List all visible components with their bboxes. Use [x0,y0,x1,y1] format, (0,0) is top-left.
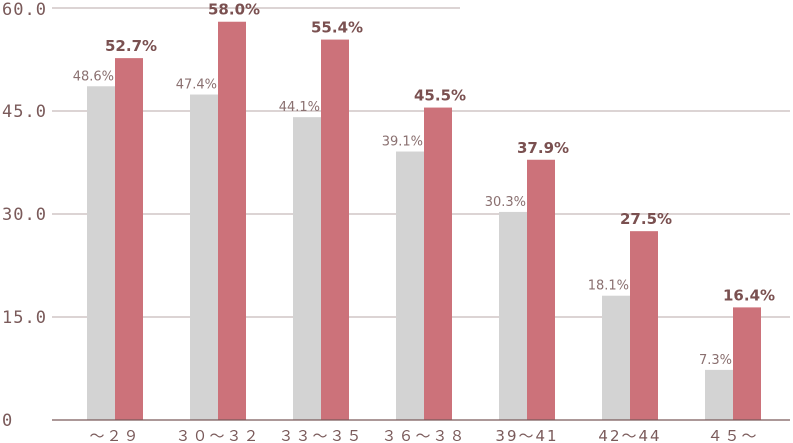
data-label-series-1: 48.6% [73,69,114,84]
x-tick-label: ３３～３５ [278,427,363,443]
data-label-series-2: 27.5% [620,210,672,228]
bar-series-2 [218,21,246,420]
x-tick-label: ３６～３８ [381,427,466,443]
data-label-series-2: 37.9% [517,139,569,157]
bar-series-1 [293,117,321,421]
bar-series-2 [321,39,349,420]
bar-series-2 [424,107,452,421]
data-label-series-1: 44.1% [279,100,320,115]
data-label-series-2: 55.4% [311,19,363,37]
bar-series-1 [499,211,527,420]
x-tick-label: ３０～３２ [175,427,260,443]
data-label-series-2: 45.5% [414,87,466,105]
bars [87,21,761,421]
data-label-series-2: 52.7% [105,37,157,55]
data-label-series-1: 7.3% [699,353,732,368]
y-tick-label: 0 [2,411,13,431]
data-label-series-2: 58.0% [208,1,260,19]
data-label-series-1: 47.4% [176,78,217,93]
bar-series-2 [733,307,761,420]
bar-series-1 [87,86,115,420]
y-tick-label: 60.0 [2,0,47,20]
data-labels: 48.6% 52.7% 47.4% 58.0% 44.1% 55.4% 39.1% 45.5%… [73,1,775,368]
bar-series-1 [602,295,630,420]
y-tick-label: 15.0 [2,308,47,328]
y-tick-label: 30.0 [2,205,47,225]
x-tick-label: ４５～ [707,427,758,443]
x-tick-label: ～２９ [89,427,140,443]
bar-series-2 [115,58,143,420]
x-axis: ～２９ ３０～３２ ３３～３５ ３６～３８ 39～41 42～44 ４５～ [52,419,790,443]
data-label-series-2: 16.4% [723,286,775,304]
data-label-series-1: 39.1% [382,135,423,150]
bar-series-1 [190,94,218,421]
y-axis: 0 15.0 30.0 45.0 60.0 [2,0,47,431]
x-tick-label: 42～44 [598,427,661,443]
data-label-series-1: 18.1% [588,279,629,294]
data-label-series-1: 30.3% [485,195,526,210]
bar-series-2 [527,159,555,420]
bar-series-2 [630,231,658,420]
bar-series-1 [396,151,424,420]
x-tick-label: 39～41 [495,427,558,443]
y-tick-label: 45.0 [2,102,47,122]
bar-series-1 [705,369,733,420]
